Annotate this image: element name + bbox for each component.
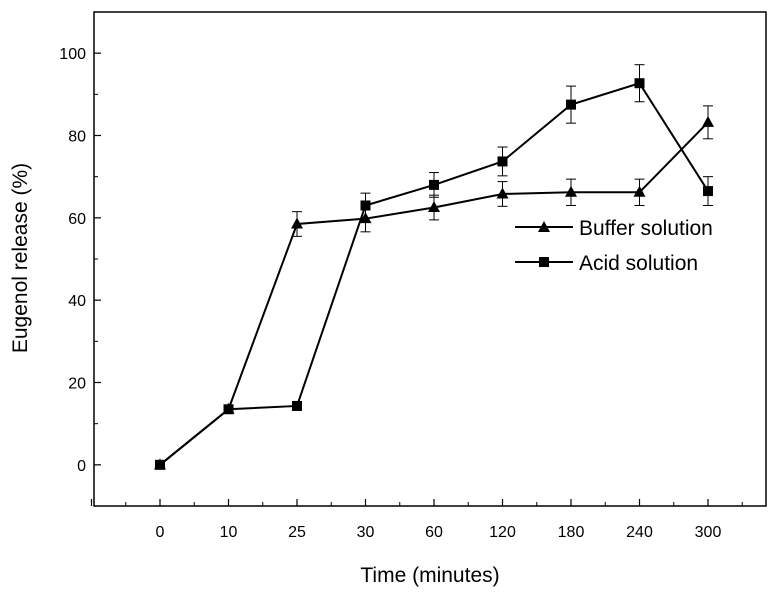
data-point-square: [429, 179, 439, 190]
y-axis-title: Eugenol release (%): [9, 163, 32, 353]
series-acid: [155, 64, 713, 470]
x-axis-title: Time (minutes): [360, 564, 499, 587]
x-tick-label: 180: [558, 524, 585, 541]
y-tick-label: 20: [68, 376, 86, 393]
data-point-square: [703, 186, 713, 197]
x-tick-label: 10: [220, 524, 238, 541]
y-tick-label: 0: [77, 458, 86, 475]
legend: Buffer solution Acid solution: [515, 217, 713, 275]
x-tick-label: 120: [489, 524, 516, 541]
data-point-triangle: [428, 201, 440, 213]
data-point-square: [292, 400, 302, 411]
x-axis-ticks: 0 10 25 30 60 120 180 240 300: [90, 499, 743, 541]
data-point-triangle: [565, 185, 577, 197]
x-tick-label: 300: [695, 524, 722, 541]
data-point-square: [634, 78, 645, 89]
data-point-triangle: [496, 187, 509, 199]
data-point-square: [155, 459, 165, 470]
series-buffer: [154, 105, 714, 470]
data-point-square: [223, 404, 234, 415]
x-tick-label: 240: [626, 524, 653, 541]
legend-label-acid: Acid solution: [579, 252, 698, 275]
y-axis-ticks: 0 20 40 60 80 100: [59, 11, 101, 507]
y-tick-label: 80: [68, 129, 86, 146]
legend-marker-buffer: [538, 221, 550, 232]
data-point-square: [497, 156, 508, 167]
y-tick-label: 60: [68, 211, 86, 228]
data-point-square: [360, 200, 371, 211]
data-point-square: [566, 99, 576, 110]
data-point-triangle: [291, 217, 303, 229]
series-layer: [154, 64, 714, 470]
x-tick-label: 60: [425, 524, 443, 541]
x-tick-label: 30: [357, 524, 375, 541]
legend-label-buffer: Buffer solution: [579, 217, 713, 240]
x-tick-label: 0: [156, 524, 165, 541]
x-tick-label: 25: [288, 524, 306, 541]
y-tick-label: 100: [59, 46, 86, 63]
y-tick-label: 40: [68, 293, 86, 310]
data-point-triangle: [702, 115, 714, 127]
legend-marker-acid: [539, 257, 549, 267]
data-point-triangle: [633, 185, 646, 197]
